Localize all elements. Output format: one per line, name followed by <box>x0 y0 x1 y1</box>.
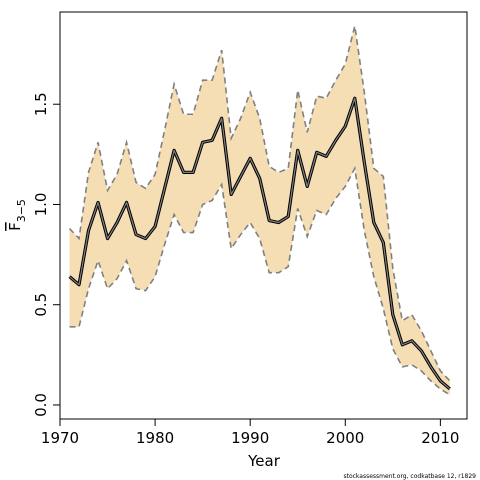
y-tick-label: 1.0 <box>32 193 50 217</box>
x-tick-label: 2010 <box>421 429 459 447</box>
y-axis-title-subscript: 3−5 <box>15 199 28 222</box>
plot-area <box>68 25 451 396</box>
x-tick-label: 2000 <box>326 429 364 447</box>
footnote: stockassessment.org, codkatbase 12, r182… <box>343 473 476 480</box>
x-tick-label: 1970 <box>41 429 79 447</box>
estimate-line <box>69 97 451 390</box>
y-tick-label: 1.5 <box>32 92 50 116</box>
x-axis: 1970 1980 1990 2000 2010 <box>41 418 459 447</box>
x-axis-title: Year <box>247 452 281 470</box>
y-axis-title: F3−5 <box>6 199 28 231</box>
y-tick-label: 0.0 <box>32 393 50 417</box>
y-axis: 0.0 0.5 1.0 1.5 <box>32 92 61 417</box>
y-axis-title-main: F <box>6 222 24 231</box>
lower-bound-line <box>69 165 451 396</box>
confidence-band <box>69 26 450 395</box>
upper-bound-line <box>68 25 451 382</box>
y-tick-label: 0.5 <box>32 293 50 317</box>
x-tick-label: 1990 <box>231 429 269 447</box>
x-tick-label: 1980 <box>136 429 174 447</box>
svg-text:F3−5: F3−5 <box>6 199 28 231</box>
